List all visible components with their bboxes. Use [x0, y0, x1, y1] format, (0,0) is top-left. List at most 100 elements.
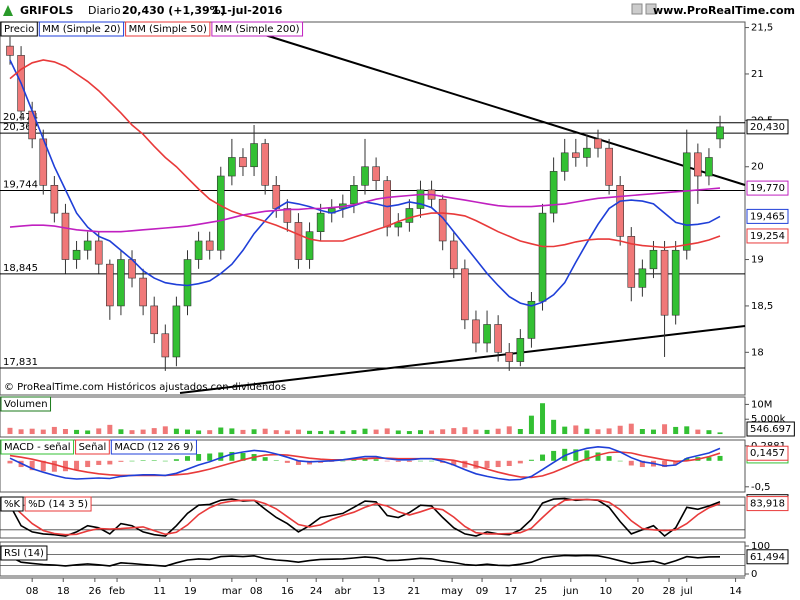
volume-bar: [639, 429, 645, 435]
histogram-bar: [617, 460, 623, 462]
volume-bar: [129, 430, 135, 435]
volume-bar: [462, 427, 468, 435]
candle-body: [117, 259, 125, 307]
volume-bar: [584, 428, 590, 435]
volume-bar: [673, 426, 679, 435]
toolbar-icon[interactable]: [631, 3, 643, 15]
histogram-bar: [196, 454, 202, 461]
period: Diario: [88, 4, 121, 17]
candle-body: [183, 259, 192, 307]
volume-bar: [218, 427, 224, 435]
x-tick-label: jul: [680, 586, 693, 597]
histogram-bar: [284, 460, 290, 463]
x-tick-label: 16: [281, 586, 294, 597]
volume-bar: [573, 425, 579, 435]
legend-label: Precio: [4, 24, 34, 35]
legend-label: MM (Simple 200): [215, 24, 300, 35]
histogram-bar: [40, 460, 46, 472]
volume-bar: [229, 428, 235, 435]
x-tick-label: 10: [599, 586, 612, 597]
volume-bar: [62, 429, 68, 435]
histogram-bar: [451, 460, 457, 466]
x-tick-label: feb: [109, 586, 125, 597]
candle-body: [216, 175, 225, 251]
candle-body: [405, 208, 414, 223]
y-tick-label: 19: [751, 255, 764, 266]
candle-body: [239, 157, 247, 168]
histogram-bar: [140, 460, 146, 461]
last-value-label-box: [746, 208, 789, 224]
last-value-label: 546.697: [750, 424, 791, 435]
candle-body: [394, 222, 403, 228]
candle-body: [261, 143, 269, 186]
last-value-label: 19,254: [750, 231, 785, 242]
volume-bar: [406, 431, 412, 435]
histogram-bar: [551, 450, 557, 461]
histogram-bar: [540, 454, 546, 461]
y-tick-label: 10M: [751, 399, 772, 410]
histogram-bar: [573, 449, 579, 461]
y-tick-label: 21,5: [751, 23, 773, 34]
stoch-frame: [0, 496, 746, 539]
last-value-label-box: [746, 549, 789, 565]
candle-body: [594, 138, 602, 149]
histogram-bar: [29, 460, 35, 471]
quote: 20,430 (+1,39%): [122, 4, 226, 17]
volume-bar: [662, 424, 668, 435]
x-tick-label: 08: [250, 586, 263, 597]
candle-body: [538, 212, 547, 302]
histogram-bar: [528, 459, 534, 461]
last-value-label-box: [746, 496, 789, 512]
candle-body: [283, 208, 292, 223]
histogram-bar: [473, 460, 479, 469]
volume-bar: [628, 423, 634, 435]
candle-body: [716, 126, 724, 140]
volume-bar: [51, 426, 57, 435]
volume-bar: [184, 429, 190, 435]
volume-bar: [395, 430, 401, 435]
histogram-bar: [273, 460, 279, 461]
volume-bar: [606, 428, 612, 435]
x-tick-label: mar: [222, 586, 243, 597]
candle-body: [161, 333, 170, 358]
histogram-bar: [173, 459, 179, 461]
candle-body: [505, 352, 514, 362]
histogram-bar: [684, 458, 690, 461]
candle-body: [560, 152, 569, 172]
volume-bar: [562, 426, 568, 435]
volume-bar: [650, 429, 656, 435]
last-value-label-box: [746, 180, 789, 196]
volume-bar: [617, 425, 623, 435]
histogram-bar: [307, 460, 313, 465]
histogram-bar: [295, 460, 301, 465]
volume-bar: [18, 429, 24, 435]
histogram-bar: [584, 450, 590, 461]
candle-body: [250, 143, 258, 168]
histogram-bar: [229, 451, 235, 461]
volume-bar: [695, 429, 701, 435]
candle-body: [705, 157, 713, 177]
indicator-line: [9, 497, 721, 538]
candle-body: [638, 268, 647, 288]
volume-bar: [362, 428, 368, 435]
candle-body: [383, 180, 392, 228]
y-tick-label: 5.000k: [751, 414, 786, 425]
level-label: 20,474: [3, 112, 38, 123]
volume-bar: [517, 429, 523, 435]
level-label: 17,831: [3, 357, 38, 368]
x-tick-label: 24: [310, 586, 323, 597]
candle-body: [694, 152, 702, 177]
candle-body: [483, 324, 491, 344]
legend-label: MM (Simple 50): [129, 24, 207, 35]
histogram-bar: [373, 459, 379, 461]
toolbar-icon[interactable]: [645, 3, 657, 15]
volume-bar: [273, 430, 279, 435]
candle-body: [372, 166, 380, 181]
histogram-bar: [406, 460, 412, 462]
price-frame: [0, 21, 746, 396]
histogram-bar: [662, 460, 668, 468]
histogram-bar: [429, 460, 435, 462]
histogram-bar: [162, 460, 168, 462]
histogram-bar: [62, 460, 68, 472]
candle-body: [272, 185, 281, 209]
